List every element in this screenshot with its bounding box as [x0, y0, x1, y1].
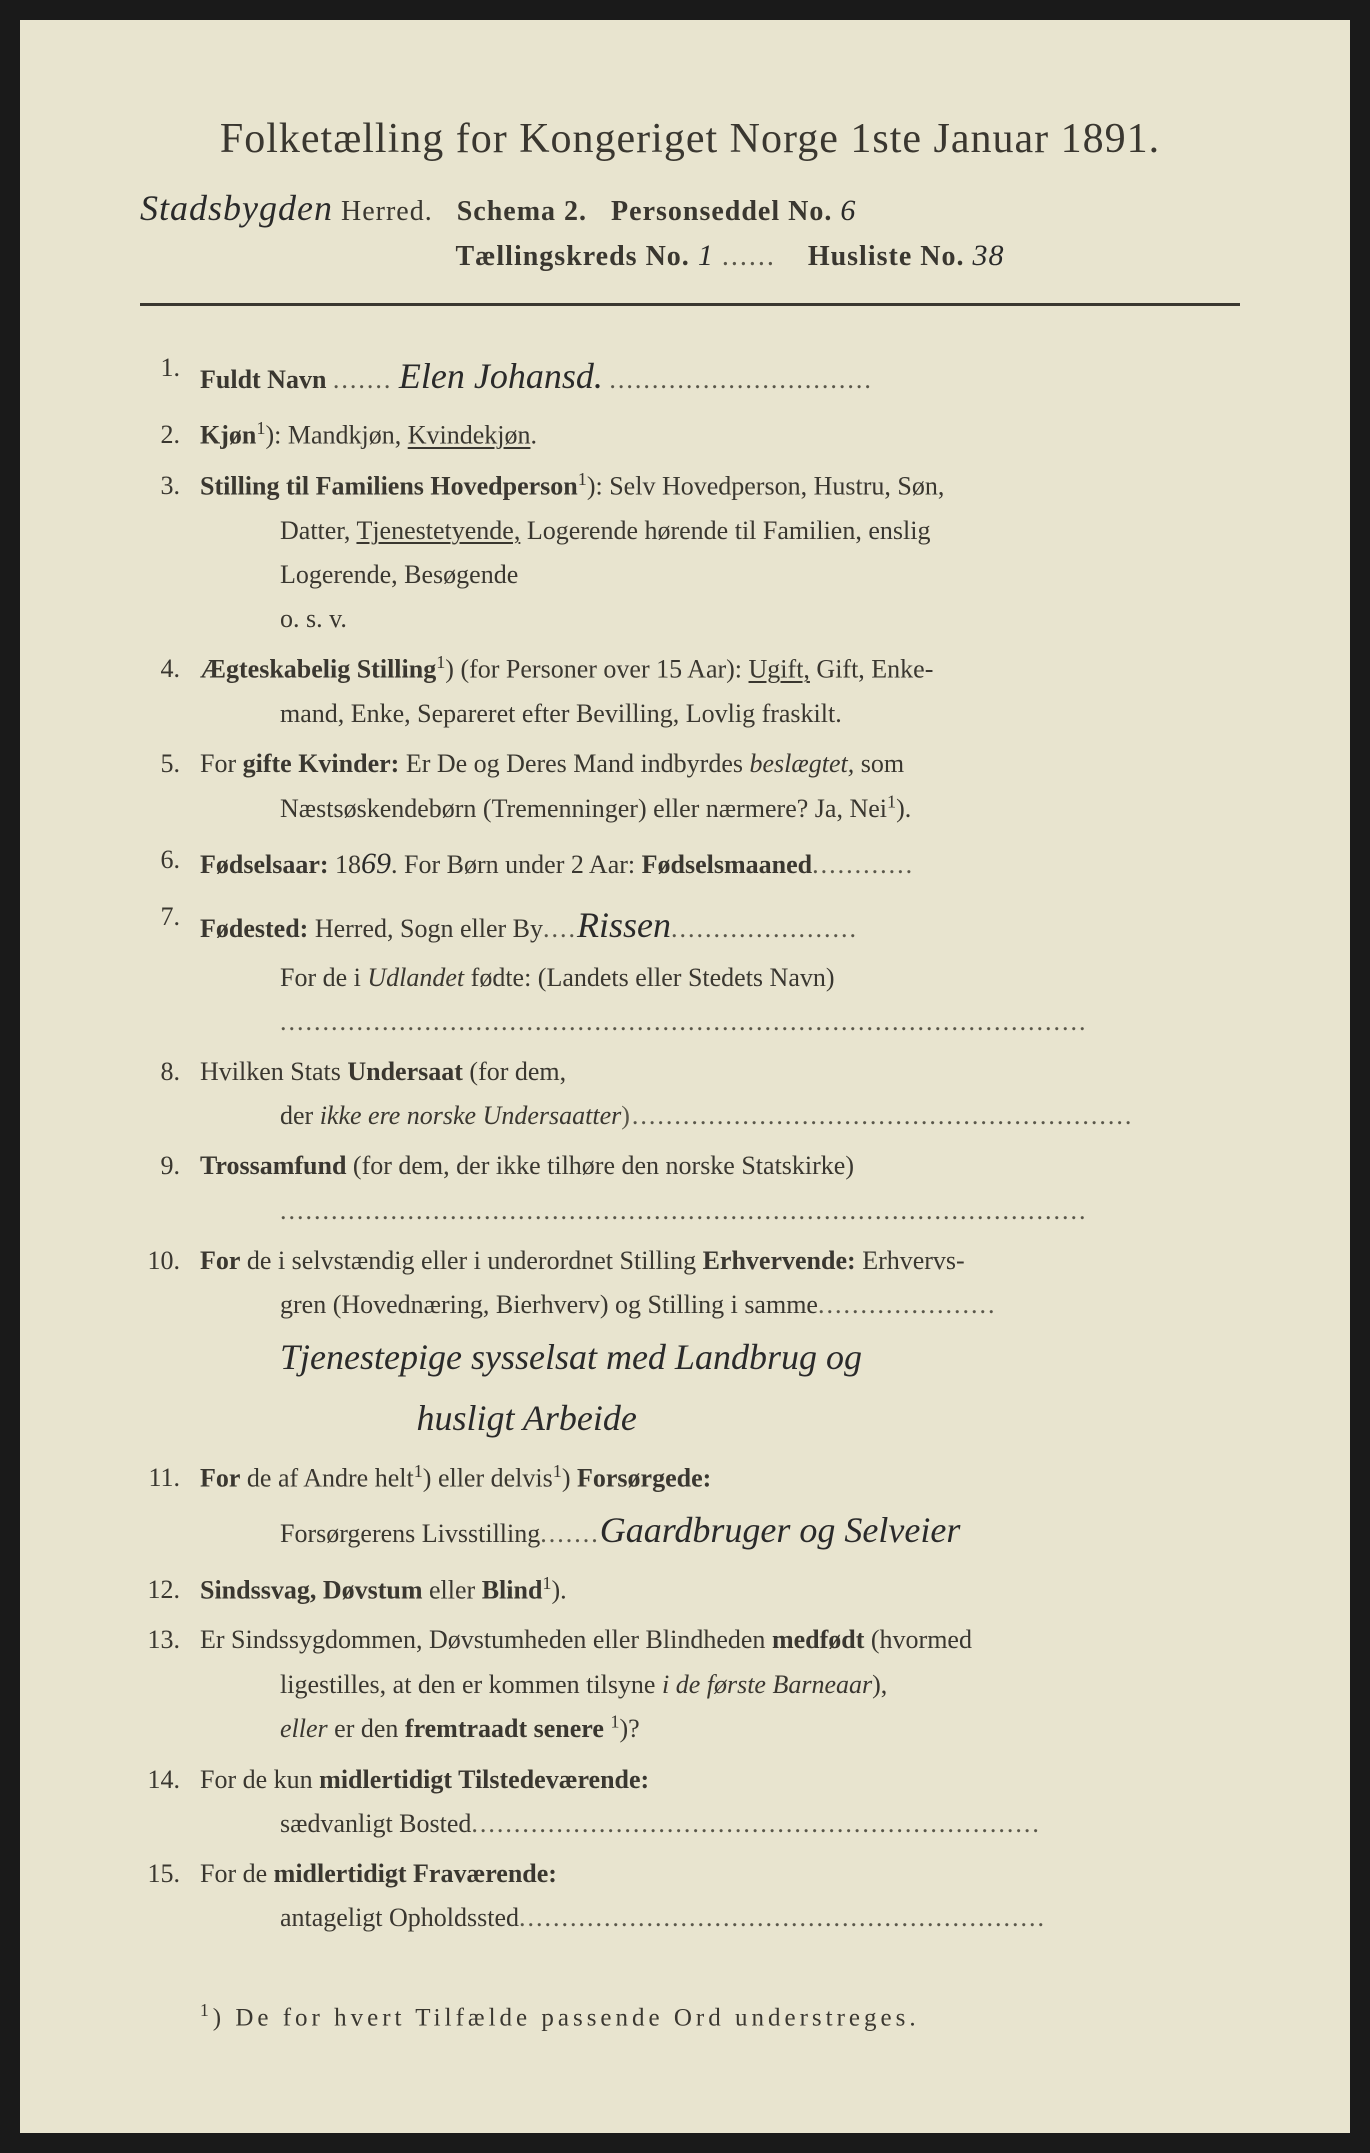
- q11-content: For de af Andre helt1) eller delvis1) Fo…: [200, 1456, 1240, 1562]
- q3-underlined: Tjenestetyende,: [356, 516, 520, 545]
- husliste-no: 38: [973, 239, 1005, 272]
- q8: 8. Hvilken Stats Undersaat (for dem, der…: [140, 1050, 1240, 1138]
- q1-num: 1.: [140, 346, 200, 407]
- q7-content: Fødested: Herred, Sogn eller By....Risse…: [200, 895, 1240, 1045]
- footnote: 1) De for hvert Tilfælde passende Ord un…: [140, 2000, 1240, 2032]
- q15-content: For de midlertidigt Fraværende: antageli…: [200, 1852, 1240, 1940]
- dots: ......: [722, 241, 776, 272]
- page-title: Folketælling for Kongeriget Norge 1ste J…: [140, 115, 1240, 163]
- q2-underlined: Kvindekjøn: [408, 421, 531, 450]
- q8-num: 8.: [140, 1050, 200, 1138]
- q14-content: For de kun midlertidigt Tilstedeværende:…: [200, 1758, 1240, 1846]
- q12-num: 12.: [140, 1568, 200, 1613]
- q7: 7. Fødested: Herred, Sogn eller By....Ri…: [140, 895, 1240, 1045]
- q3-content: Stilling til Familiens Hovedperson1): Se…: [200, 464, 1240, 641]
- q10-num: 10.: [140, 1239, 200, 1450]
- q6-label: Fødselsaar:: [200, 850, 329, 879]
- q4-num: 4.: [140, 647, 200, 736]
- q2-content: Kjøn1): Mandkjøn, Kvindekjøn.: [200, 413, 1240, 458]
- kreds-label: Tællingskreds No.: [455, 241, 689, 272]
- q1-label: Fuldt Navn: [200, 365, 326, 394]
- q5-num: 5.: [140, 742, 200, 831]
- q15-num: 15.: [140, 1852, 200, 1940]
- q11: 11. For de af Andre helt1) eller delvis1…: [140, 1456, 1240, 1562]
- husliste-label: Husliste No.: [808, 241, 965, 272]
- schema-label: Schema 2.: [457, 196, 587, 227]
- q11-hw: Gaardbruger og Selveier: [600, 1500, 961, 1561]
- q13-content: Er Sindssygdommen, Døvstumheden eller Bl…: [200, 1618, 1240, 1751]
- q10-hw2: husligt Arbeide: [417, 1388, 637, 1449]
- q13-num: 13.: [140, 1618, 200, 1751]
- q7-place-hw: Rissen: [577, 895, 671, 956]
- header-line-2: Tællingskreds No. 1 ...... Husliste No. …: [220, 239, 1240, 273]
- q13: 13. Er Sindssygdommen, Døvstumheden elle…: [140, 1618, 1240, 1751]
- q4-underlined: Ugift,: [749, 655, 810, 684]
- q2-num: 2.: [140, 413, 200, 458]
- header-line-1: Stadsbygden Herred. Schema 2. Personsedd…: [140, 187, 1240, 229]
- q7-label: Fødested:: [200, 914, 308, 943]
- q5-content: For gifte Kvinder: Er De og Deres Mand i…: [200, 742, 1240, 831]
- q9-num: 9.: [140, 1144, 200, 1232]
- q14-num: 14.: [140, 1758, 200, 1846]
- q9-label: Trossamfund: [200, 1151, 346, 1180]
- q9: 9. Trossamfund (for dem, der ikke tilhør…: [140, 1144, 1240, 1232]
- q6-num: 6.: [140, 838, 200, 889]
- q3: 3. Stilling til Familiens Hovedperson1):…: [140, 464, 1240, 641]
- herred-label: Herred.: [341, 196, 433, 227]
- herred-handwritten: Stadsbygden: [140, 187, 333, 229]
- q4-content: Ægteskabelig Stilling1) (for Personer ov…: [200, 647, 1240, 736]
- q15: 15. For de midlertidigt Fraværende: anta…: [140, 1852, 1240, 1940]
- personseddel-label: Personseddel No.: [611, 196, 832, 227]
- q1-name-hw: Elen Johansd.: [399, 346, 603, 407]
- q10-content: For de i selvstændig eller i underordnet…: [200, 1239, 1240, 1450]
- q7-num: 7.: [140, 895, 200, 1045]
- q4: 4. Ægteskabelig Stilling1) (for Personer…: [140, 647, 1240, 736]
- q3-label: Stilling til Familiens Hovedperson: [200, 472, 578, 501]
- q10-hw1: Tjenestepige sysselsat med Landbrug og: [200, 1327, 862, 1388]
- q14: 14. For de kun midlertidigt Tilstedevære…: [140, 1758, 1240, 1846]
- q4-label: Ægteskabelig Stilling: [200, 655, 436, 684]
- q2: 2. Kjøn1): Mandkjøn, Kvindekjøn.: [140, 413, 1240, 458]
- q6: 6. Fødselsaar: 1869. For Børn under 2 Aa…: [140, 838, 1240, 889]
- divider: [140, 303, 1240, 306]
- q6-content: Fødselsaar: 1869. For Børn under 2 Aar: …: [200, 838, 1240, 889]
- q1: 1. Fuldt Navn ....... Elen Johansd. ....…: [140, 346, 1240, 407]
- q9-content: Trossamfund (for dem, der ikke tilhøre d…: [200, 1144, 1240, 1232]
- q6-year-hw: 69: [361, 847, 391, 880]
- q10: 10. For de i selvstændig eller i underor…: [140, 1239, 1240, 1450]
- q12: 12. Sindssvag, Døvstum eller Blind1).: [140, 1568, 1240, 1613]
- kreds-no: 1: [698, 239, 714, 272]
- q5: 5. For gifte Kvinder: Er De og Deres Man…: [140, 742, 1240, 831]
- q8-content: Hvilken Stats Undersaat (for dem, der ik…: [200, 1050, 1240, 1138]
- q12-content: Sindssvag, Døvstum eller Blind1).: [200, 1568, 1240, 1613]
- q1-content: Fuldt Navn ....... Elen Johansd. .......…: [200, 346, 1240, 407]
- personseddel-no: 6: [840, 194, 856, 227]
- census-form-page: Folketælling for Kongeriget Norge 1ste J…: [20, 20, 1350, 2133]
- q3-num: 3.: [140, 464, 200, 641]
- q2-label: Kjøn: [200, 421, 256, 450]
- q11-num: 11.: [140, 1456, 200, 1562]
